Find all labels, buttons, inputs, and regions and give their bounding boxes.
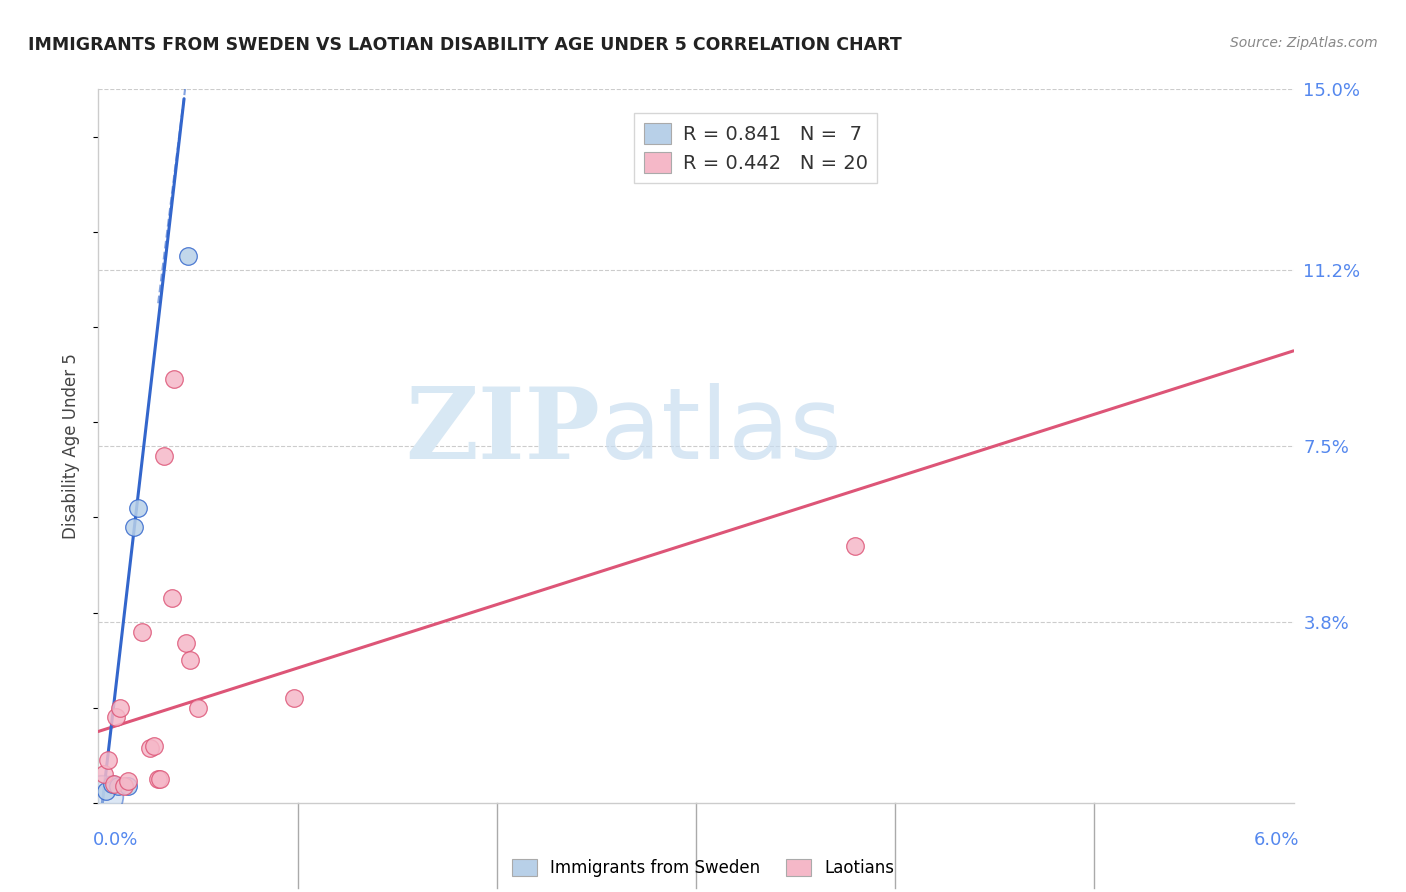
Point	[153, 449, 176, 463]
Point	[96, 784, 118, 798]
Point	[103, 777, 125, 791]
Point	[177, 249, 200, 263]
Point	[117, 779, 139, 793]
Point	[124, 520, 146, 534]
Legend: R = 0.841   N =  7, R = 0.442   N = 20: R = 0.841 N = 7, R = 0.442 N = 20	[634, 113, 877, 183]
Point	[127, 500, 149, 515]
Y-axis label: Disability Age Under 5: Disability Age Under 5	[62, 353, 80, 539]
Point	[131, 624, 153, 639]
Point	[160, 591, 183, 606]
Text: 0.0%: 0.0%	[93, 831, 138, 849]
Point	[179, 653, 201, 667]
Legend: Immigrants from Sweden, Laotians: Immigrants from Sweden, Laotians	[505, 852, 901, 884]
Point	[91, 789, 114, 803]
Point	[844, 539, 866, 553]
Text: atlas: atlas	[600, 384, 842, 480]
Point	[117, 774, 139, 789]
Point	[143, 739, 166, 753]
Point	[174, 636, 197, 650]
Point	[110, 700, 132, 714]
Point	[101, 777, 124, 791]
Point	[148, 772, 170, 786]
Point	[112, 779, 135, 793]
Point	[163, 372, 186, 386]
Point	[149, 772, 172, 786]
Text: ZIP: ZIP	[405, 384, 600, 480]
Text: Source: ZipAtlas.com: Source: ZipAtlas.com	[1230, 36, 1378, 50]
Point	[105, 710, 128, 724]
Point	[187, 700, 209, 714]
Point	[93, 767, 115, 781]
Text: IMMIGRANTS FROM SWEDEN VS LAOTIAN DISABILITY AGE UNDER 5 CORRELATION CHART: IMMIGRANTS FROM SWEDEN VS LAOTIAN DISABI…	[28, 36, 901, 54]
Point	[107, 779, 129, 793]
Point	[283, 691, 305, 706]
Text: 6.0%: 6.0%	[1254, 831, 1299, 849]
Point	[97, 753, 120, 767]
Point	[139, 741, 162, 756]
